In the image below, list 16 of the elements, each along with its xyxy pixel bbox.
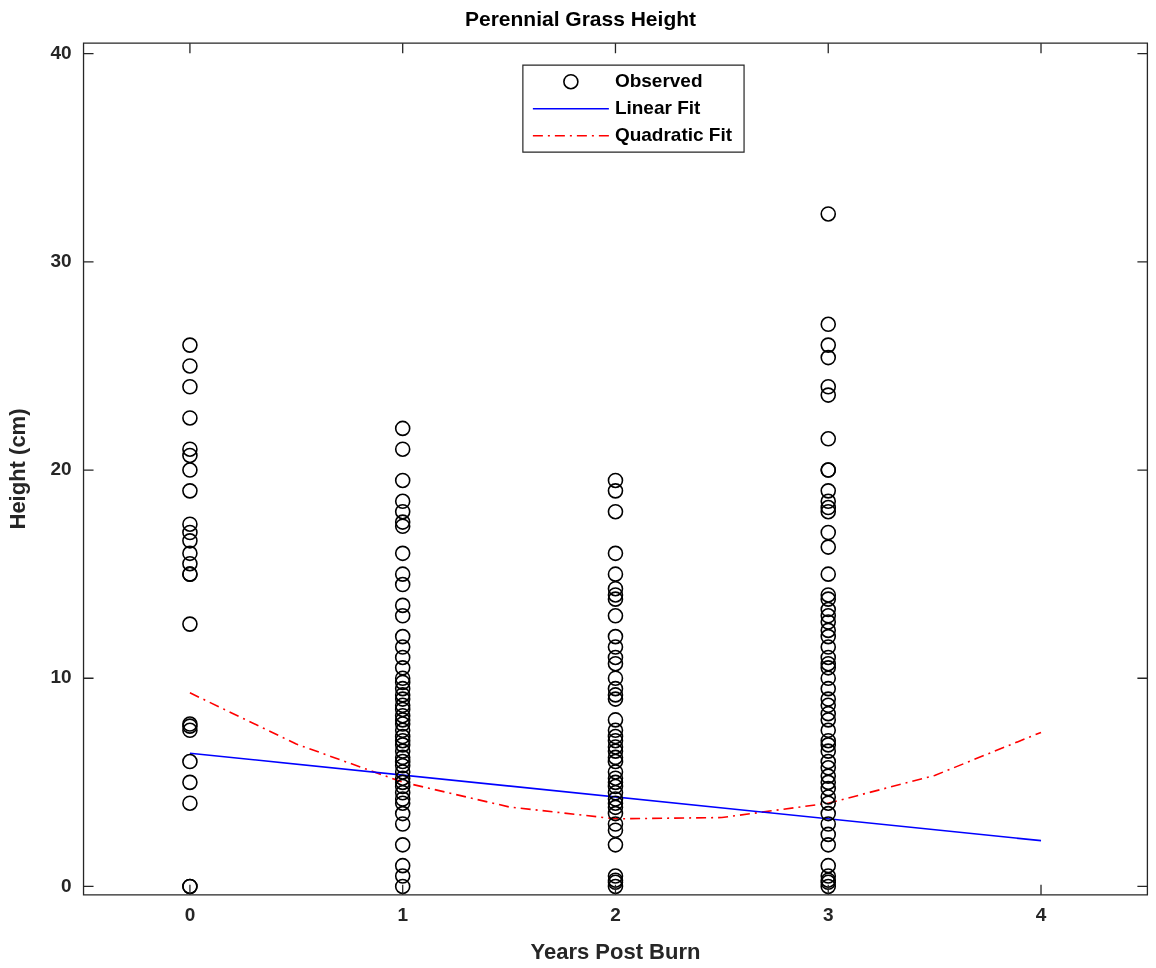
y-tick-label: 40 bbox=[50, 41, 72, 63]
x-tick-label: 2 bbox=[610, 904, 621, 926]
x-axis-title: Years Post Burn bbox=[530, 938, 701, 964]
x-tick-label: 1 bbox=[397, 904, 409, 926]
y-tick-label: 20 bbox=[50, 458, 72, 480]
y-tick-label: 0 bbox=[60, 874, 72, 896]
y-tick-label: 30 bbox=[50, 250, 72, 272]
chart-title: Perennial Grass Height bbox=[464, 7, 697, 31]
x-tick-label: 3 bbox=[822, 904, 834, 926]
y-axis-title: Height (cm) bbox=[5, 408, 31, 530]
x-tick-label: 0 bbox=[184, 904, 196, 926]
legend-label: Linear Fit bbox=[614, 96, 702, 118]
legend-label: Observed bbox=[614, 69, 703, 91]
y-tick-label: 10 bbox=[50, 666, 72, 688]
x-tick-label: 4 bbox=[1035, 904, 1047, 926]
legend-label: Quadratic Fit bbox=[614, 123, 733, 145]
